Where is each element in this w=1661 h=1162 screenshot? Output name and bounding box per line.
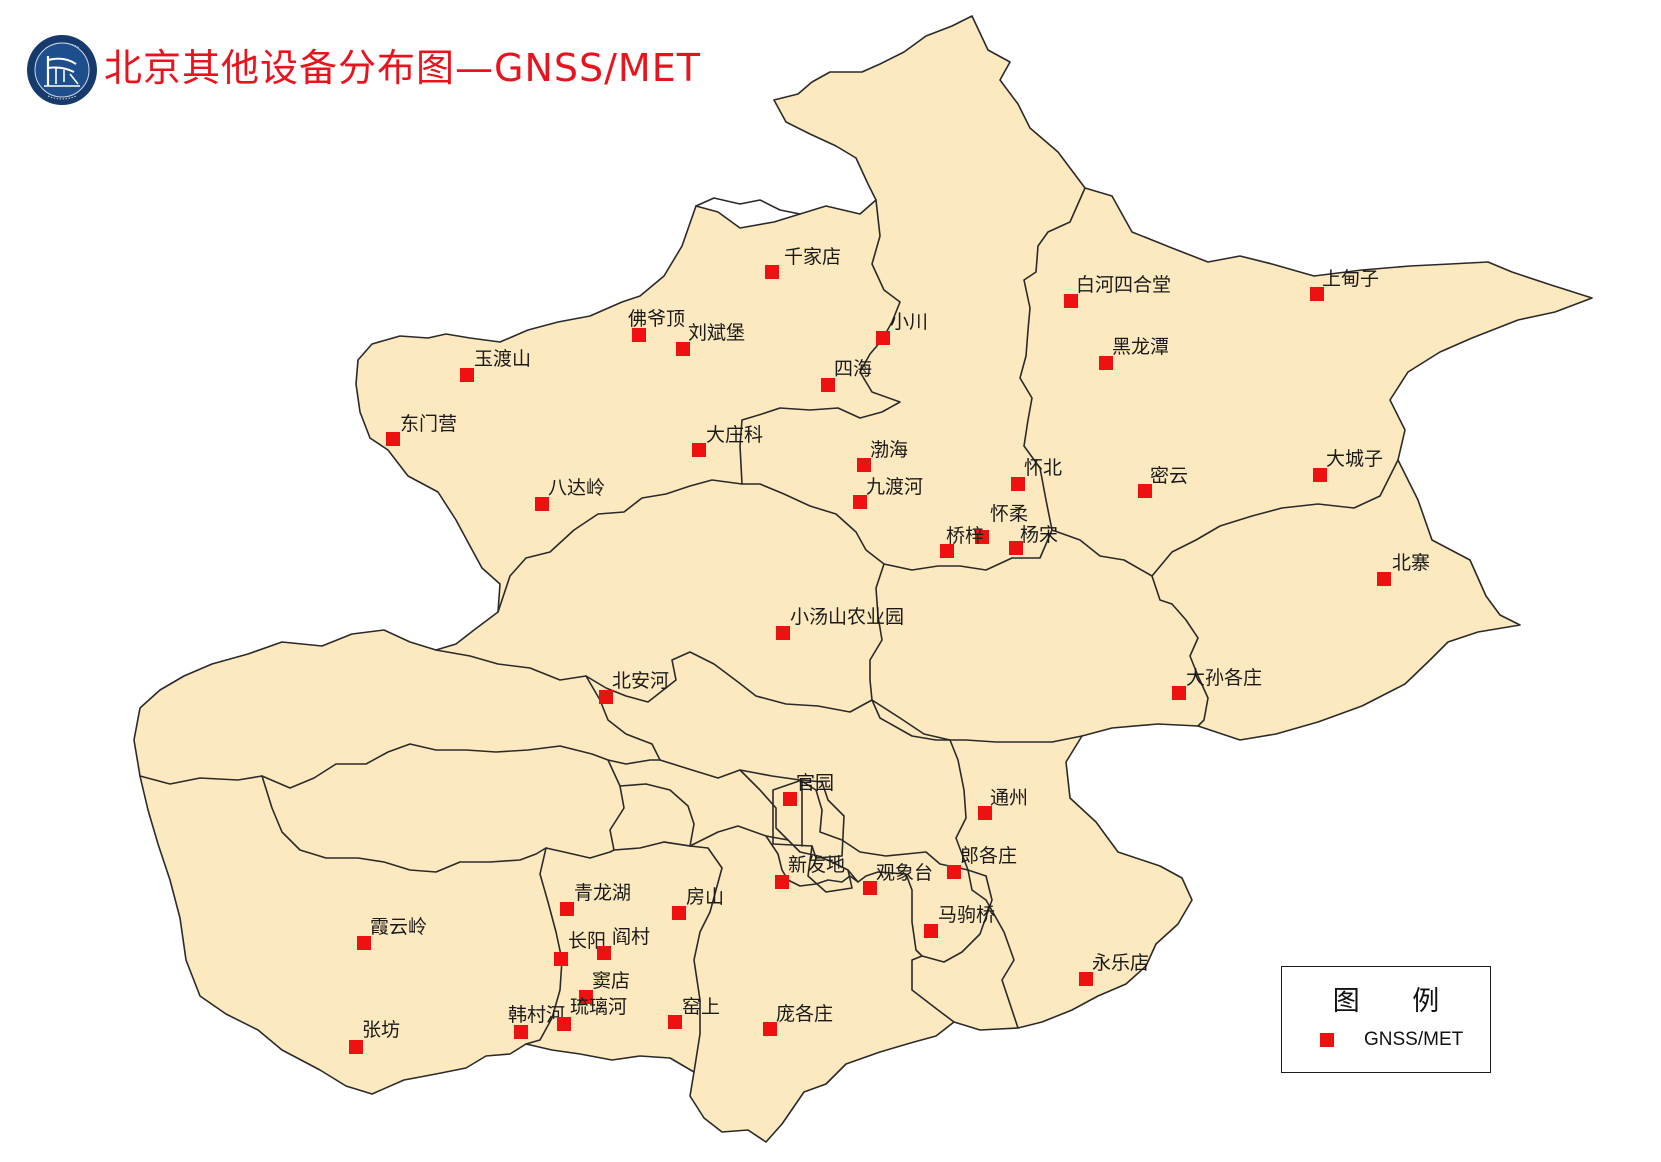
station-marker[interactable] (1099, 356, 1113, 370)
station-marker[interactable] (1138, 484, 1152, 498)
station-label: 通州 (990, 787, 1028, 809)
station-marker[interactable] (1009, 541, 1023, 555)
station-label: 观象台 (876, 862, 933, 884)
legend-red-square-icon (1320, 1033, 1334, 1047)
station-label: 韩村河 (508, 1004, 565, 1026)
station-marker[interactable] (765, 265, 779, 279)
station-marker[interactable] (672, 906, 686, 920)
station-label: 佛爷顶 (628, 308, 685, 330)
station-label: 庞各庄 (776, 1003, 833, 1025)
station-marker[interactable] (557, 1017, 571, 1031)
station-label: 永乐店 (1092, 952, 1149, 974)
legend-title: 图 例 (1332, 986, 1462, 1017)
station-label: 大城子 (1326, 448, 1383, 470)
station-label: 小汤山农业园 (790, 606, 904, 628)
station-marker[interactable] (821, 378, 835, 392)
map-legend: 图 例 GNSS/MET (1281, 966, 1491, 1073)
station-label: 怀柔 (990, 503, 1028, 525)
beijing-meteorological-service-logo (27, 35, 97, 105)
station-marker[interactable] (853, 495, 867, 509)
station-label: 黑龙潭 (1112, 336, 1169, 358)
station-marker[interactable] (940, 544, 954, 558)
station-label: 八达岭 (548, 477, 605, 499)
station-marker[interactable] (947, 865, 961, 879)
station-marker[interactable] (554, 952, 568, 966)
station-label: 杨宋 (1020, 524, 1058, 546)
legend-label-gnss-met: GNSS/MET (1364, 1029, 1464, 1050)
station-marker[interactable] (863, 881, 877, 895)
station-marker[interactable] (599, 690, 613, 704)
district-boundaries (139, 187, 1399, 1073)
station-label: 北安河 (612, 670, 669, 692)
station-marker[interactable] (668, 1015, 682, 1029)
station-label: 窑上 (682, 996, 720, 1018)
station-marker[interactable] (676, 342, 690, 356)
station-label: 青龙湖 (574, 882, 631, 904)
beijing-outline (133, 15, 1593, 1143)
station-label: 玉渡山 (474, 348, 531, 370)
station-marker[interactable] (978, 806, 992, 820)
station-marker[interactable] (597, 946, 611, 960)
station-marker[interactable] (1377, 572, 1391, 586)
station-marker[interactable] (776, 626, 790, 640)
station-marker[interactable] (763, 1022, 777, 1036)
station-label: 上甸子 (1322, 268, 1379, 290)
station-marker[interactable] (357, 936, 371, 950)
station-label: 桥梓 (946, 525, 984, 547)
station-marker[interactable] (349, 1040, 363, 1054)
station-marker[interactable] (775, 875, 789, 889)
station-label: 怀北 (1024, 457, 1062, 479)
station-label: 密云 (1150, 465, 1188, 487)
station-label: 琉璃河 (570, 996, 627, 1018)
station-marker[interactable] (1079, 972, 1093, 986)
station-marker[interactable] (1172, 686, 1186, 700)
stations-layer: 千家店 白河四合堂 上甸子 佛爷顶 刘斌堡 小川 玉渡山 四海 黑龙潭 东门营 … (349, 246, 1430, 1054)
station-label: 房山 (686, 886, 724, 908)
station-label: 马驹桥 (938, 904, 995, 926)
station-label: 九渡河 (866, 476, 923, 498)
station-label: 四海 (834, 358, 872, 380)
station-label: 张坊 (362, 1019, 400, 1041)
station-label: 白河四合堂 (1076, 274, 1171, 296)
station-label: 官园 (796, 772, 834, 794)
station-marker[interactable] (514, 1025, 528, 1039)
station-marker[interactable] (1313, 468, 1327, 482)
station-marker[interactable] (560, 902, 574, 916)
page-title: 北京其他设备分布图—GNSS/MET (104, 46, 701, 90)
station-label: 霞云岭 (370, 916, 427, 938)
station-marker[interactable] (924, 924, 938, 938)
station-label: 阎村 (612, 926, 650, 948)
station-label: 窦店 (592, 970, 630, 992)
station-label: 新发地 (788, 854, 845, 876)
station-marker[interactable] (857, 458, 871, 472)
station-label: 长阳 (568, 930, 606, 952)
station-marker[interactable] (783, 792, 797, 806)
station-marker[interactable] (876, 331, 890, 345)
station-marker[interactable] (1064, 294, 1078, 308)
station-label: 大庄科 (706, 424, 763, 446)
station-label: 小川 (890, 311, 928, 333)
station-label: 北寨 (1392, 552, 1430, 574)
station-label: 千家店 (784, 246, 841, 268)
station-label: 大孙各庄 (1186, 667, 1262, 689)
station-label: 郎各庄 (960, 845, 1017, 867)
station-marker[interactable] (535, 497, 549, 511)
station-marker[interactable] (386, 432, 400, 446)
station-marker[interactable] (692, 443, 706, 457)
urban-district-boundaries (772, 779, 853, 893)
station-label: 渤海 (870, 439, 908, 461)
station-marker[interactable] (975, 530, 989, 544)
station-marker[interactable] (632, 328, 646, 342)
station-label: 刘斌堡 (688, 322, 745, 344)
station-marker[interactable] (579, 990, 593, 1004)
station-label: 东门营 (400, 413, 457, 435)
station-marker[interactable] (1310, 287, 1324, 301)
station-marker[interactable] (460, 368, 474, 382)
station-marker[interactable] (1011, 477, 1025, 491)
